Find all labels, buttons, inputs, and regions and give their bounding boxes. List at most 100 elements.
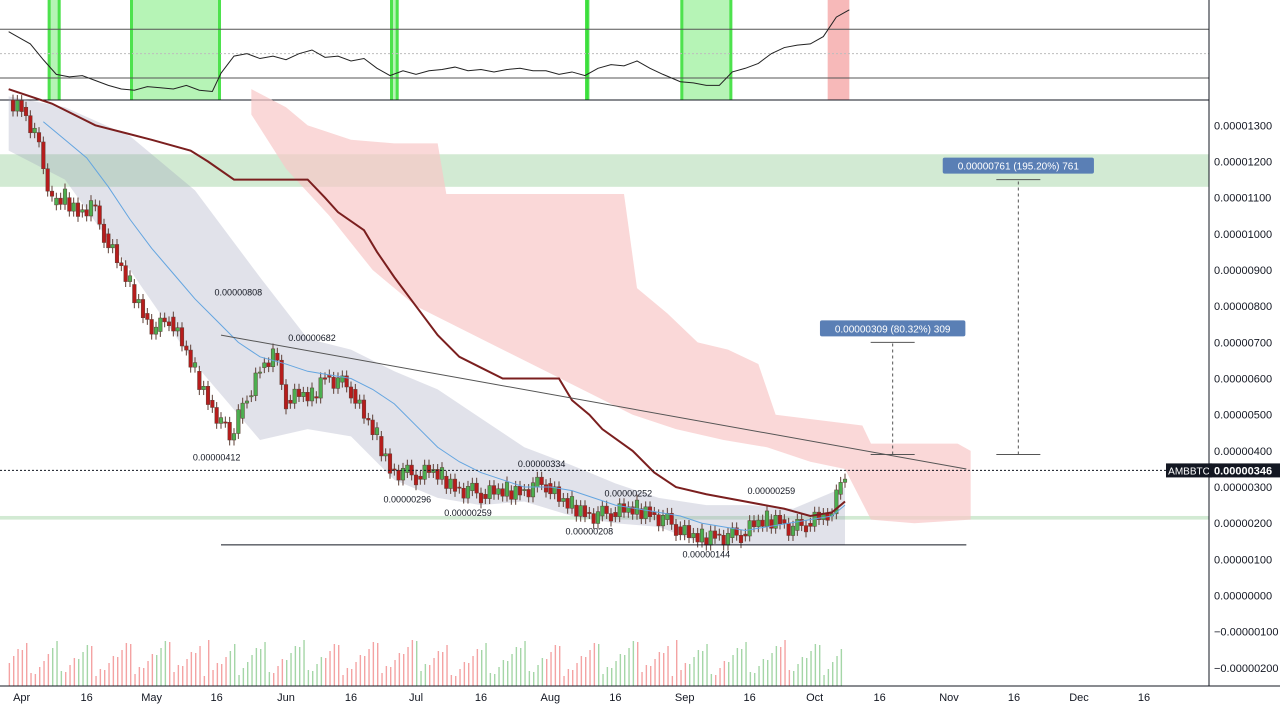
oscillator-zone-edge — [218, 0, 221, 100]
volume-bar — [177, 665, 180, 686]
volume-bar — [663, 653, 665, 686]
volume-bar — [30, 673, 32, 686]
candle-body — [379, 436, 384, 457]
candle-body — [62, 188, 68, 205]
candle-body — [790, 525, 796, 536]
volume-bars — [8, 640, 843, 686]
volume-bar — [364, 656, 366, 686]
candle-body — [630, 506, 635, 515]
time-tick-label: 16 — [475, 692, 487, 704]
volume-bar — [372, 642, 375, 686]
price-tick-label: 0.00000800 — [1214, 301, 1272, 313]
candle-body — [556, 486, 562, 502]
price-tick-label: 0.00000200 — [1214, 518, 1272, 530]
volume-bar — [147, 661, 149, 686]
candle-body — [582, 505, 588, 517]
candle-body — [322, 377, 328, 380]
volume-bar — [459, 669, 461, 686]
volume-bar — [706, 644, 708, 686]
volume-bar — [112, 656, 115, 686]
candle-body — [149, 319, 154, 335]
candle-body — [275, 352, 280, 361]
candle-body — [704, 537, 709, 546]
moving-average-line — [43, 121, 846, 531]
volume-bar — [559, 646, 561, 686]
volume-bar — [82, 652, 84, 686]
volume-bar — [134, 674, 136, 686]
candle-body — [682, 525, 687, 536]
candle-body — [192, 362, 198, 368]
candle-body — [36, 132, 42, 143]
volume-bar — [212, 670, 214, 686]
volume-bar — [264, 642, 266, 686]
volume-bar — [814, 644, 817, 686]
volume-bar — [749, 672, 752, 686]
candle-body — [426, 464, 432, 473]
candle-body — [236, 409, 241, 434]
candle-body — [253, 372, 258, 396]
oscillator-highlight-zone — [130, 0, 221, 100]
price-tick-label: 0.00001300 — [1214, 120, 1272, 132]
candle-body — [58, 197, 63, 205]
time-tick-label: Oct — [806, 692, 823, 704]
volume-bar — [125, 643, 128, 686]
price-annotation: 0.00000259 — [748, 486, 796, 496]
volume-bar — [715, 675, 717, 686]
candle-body — [205, 385, 211, 405]
volume-bar — [481, 650, 483, 686]
volume-bar — [502, 660, 505, 686]
volume-bar — [442, 652, 444, 686]
volume-bar — [377, 643, 379, 686]
candle-body — [387, 453, 393, 474]
volume-bar — [676, 640, 678, 686]
candle-body — [140, 299, 146, 319]
oscillator-zone-edge — [729, 0, 733, 100]
oscillator-zone-edge — [395, 0, 399, 100]
candle-body — [552, 486, 557, 495]
candle-body — [132, 284, 137, 304]
candle-body — [110, 244, 115, 249]
candle-body — [764, 510, 770, 527]
volume-bar — [754, 673, 756, 686]
volume-bar — [208, 640, 210, 686]
candle-body — [114, 244, 120, 264]
candle-body — [652, 512, 657, 516]
volume-bar — [736, 648, 739, 686]
time-tick-label: 16 — [211, 692, 223, 704]
candle-body — [509, 490, 514, 500]
volume-bar — [316, 664, 318, 686]
candle-body — [613, 512, 618, 517]
candle-body — [201, 385, 206, 390]
volume-bar — [463, 662, 466, 686]
volume-bar — [628, 648, 630, 686]
candle-body — [279, 359, 284, 385]
candle-body — [214, 407, 219, 424]
volume-bar — [117, 657, 119, 686]
candle-body — [725, 533, 731, 546]
price-tick-label: 0.00000400 — [1214, 446, 1272, 458]
volume-bar — [156, 655, 158, 686]
price-tick-label: 0.00001000 — [1214, 229, 1272, 241]
price-annotation: 0.00000682 — [288, 333, 336, 343]
candle-body — [535, 476, 540, 488]
candle-body — [127, 275, 133, 282]
candle-body — [478, 492, 484, 504]
volume-bar — [472, 656, 474, 686]
volume-bar — [667, 646, 669, 686]
candle-body — [522, 489, 527, 491]
volume-bar — [8, 663, 11, 686]
volume-bar — [229, 651, 232, 686]
volume-bar — [823, 675, 825, 686]
candle-body — [656, 514, 661, 527]
oscillator-zone-edge — [680, 0, 684, 100]
volume-bar — [780, 647, 782, 686]
candle-body — [721, 535, 726, 546]
candle-body — [262, 362, 267, 368]
candle-body — [75, 202, 81, 217]
volume-bar — [758, 666, 760, 686]
candle-body — [309, 387, 315, 402]
candle-body — [561, 498, 566, 502]
volume-bar — [524, 641, 526, 686]
volume-bar — [351, 669, 353, 686]
